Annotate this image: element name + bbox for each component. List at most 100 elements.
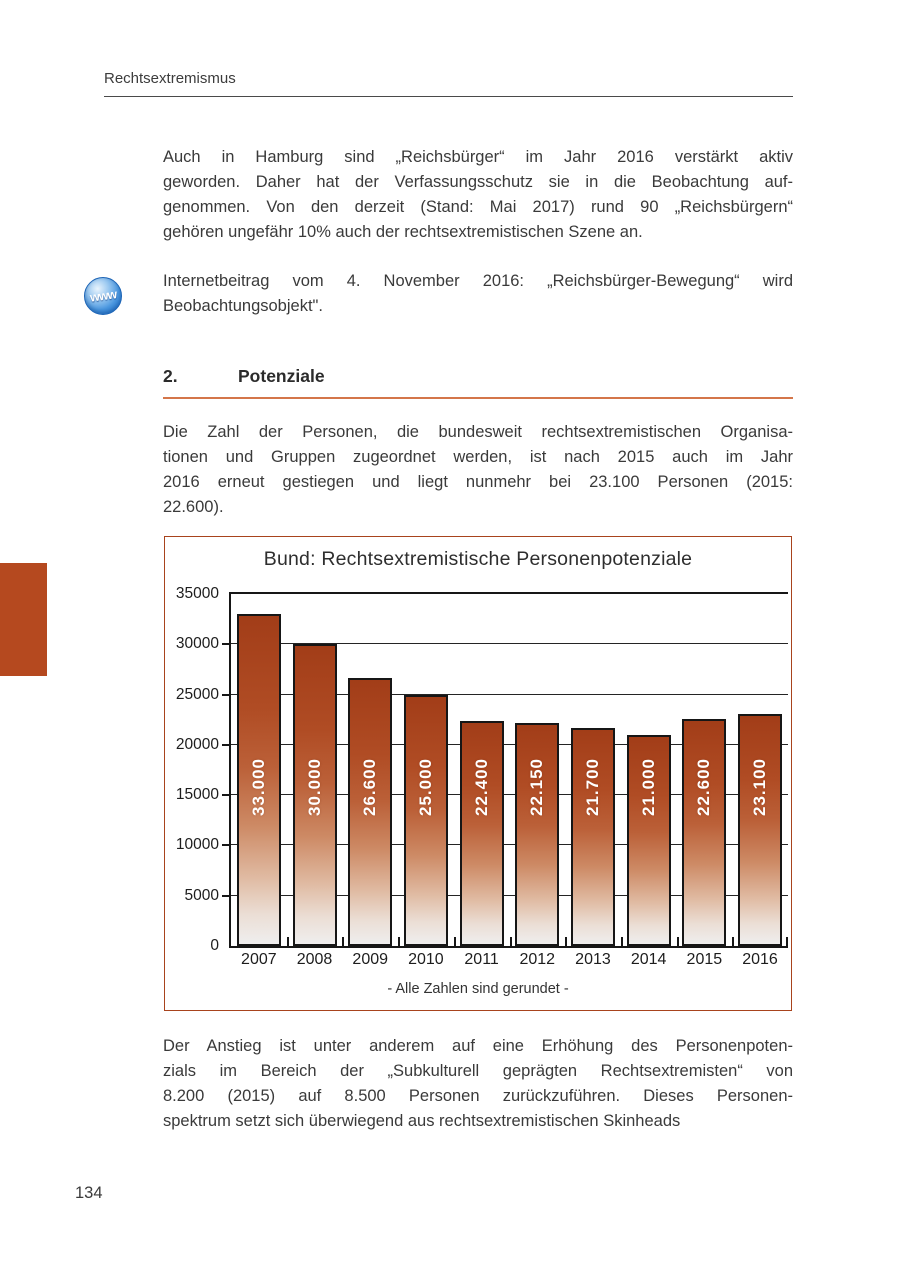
bar-slot-2007: 33.000 (231, 594, 287, 946)
y-axis-label: 5000 (184, 886, 219, 904)
www-icon[interactable]: www (84, 277, 122, 315)
bar-slot-2013: 21.700 (565, 594, 621, 946)
bar-slot-2011: 22.400 (454, 594, 510, 946)
text-line: tionen und Gruppen zugeordnet werden, is… (163, 448, 793, 466)
bar-slot-2012: 22.150 (510, 594, 566, 946)
bar-slot-2009: 26.600 (342, 594, 398, 946)
x-axis-tick (509, 937, 512, 946)
x-axis-tick (565, 937, 568, 946)
x-axis-label: 2013 (575, 951, 611, 968)
x-axis-label: 2011 (464, 951, 499, 968)
x-axis-label: 2015 (686, 951, 723, 968)
y-axis-label: 0 (210, 937, 219, 954)
y-axis-label: 35000 (175, 585, 219, 602)
x-axis-tick (398, 937, 401, 946)
text-line: zials im Bereich der „Subkulturell geprä… (163, 1062, 793, 1080)
bar-value-label: 33.000 (248, 758, 268, 816)
bar-2009 (348, 678, 393, 946)
text-line: Beobachtungsobjekt". (163, 297, 323, 315)
text-line: 8.200 (2015) auf 8.500 Personen zurückzu… (163, 1087, 793, 1105)
y-axis-label: 30000 (175, 635, 219, 653)
y-axis-tick (222, 643, 229, 646)
bar-2015 (682, 718, 727, 946)
x-axis-label: 2016 (742, 951, 778, 968)
bar-2013 (571, 727, 616, 946)
text-line: geworden. Daher hat der Verfassungsschut… (163, 173, 793, 191)
bar-2010 (403, 694, 448, 946)
y-axis-label: 25000 (175, 685, 219, 703)
bar-2011 (459, 720, 504, 946)
section-title: Potenziale (238, 366, 325, 386)
text-line: Auch in Hamburg sind „Reichsbürger“ im J… (163, 148, 793, 166)
y-axis-tick (222, 844, 229, 847)
y-axis-label: 20000 (175, 735, 219, 753)
x-axis-tick (786, 937, 788, 946)
bar-value-label: 22.400 (471, 758, 491, 816)
bar-value-label: 22.150 (527, 758, 547, 816)
bar-2008 (292, 644, 337, 946)
text-line: gehören ungefähr 10% auch der rechtsextr… (163, 223, 643, 241)
bar-value-label: 22.600 (694, 758, 714, 816)
text-line: genommen. Von den derzeit (Stand: Mai 20… (163, 198, 793, 216)
y-axis-label: 15000 (175, 786, 219, 804)
x-axis-label: 2014 (630, 951, 667, 968)
text-line: Die Zahl der Personen, die bundesweit re… (163, 423, 793, 441)
bar-2014 (626, 734, 671, 946)
x-axis-tick (286, 937, 289, 946)
bar-chart-personenpotenziale: Bund: Rechtsextremistische Personenpoten… (164, 536, 792, 1011)
bar-2012 (515, 723, 560, 946)
bar-value-label: 26.600 (360, 758, 380, 816)
bar-slot-2008: 30.000 (287, 594, 343, 946)
running-header: Rechtsextremismus (104, 70, 793, 97)
chart-footnote: - Alle Zahlen sind gerundet - (387, 981, 569, 997)
gridline (231, 844, 788, 846)
bar-value-label: 30.000 (304, 758, 324, 816)
y-axis-tick (222, 794, 229, 797)
paragraph-anstieg: Der Anstieg ist unter anderem auf eine E… (163, 1034, 793, 1134)
text-line: Internetbeitrag vom 4. November 2016: „R… (163, 272, 793, 290)
x-axis-label: 2010 (408, 951, 444, 968)
gridline (231, 643, 788, 645)
x-axis-tick (732, 937, 735, 946)
text-line: spektrum setzt sich überwiegend aus rech… (163, 1112, 681, 1130)
y-axis-tick (222, 693, 229, 696)
x-axis-tick (453, 937, 456, 946)
paragraph-reichsbuerger-hamburg: Auch in Hamburg sind „Reichsbürger“ im J… (163, 145, 793, 245)
chart-title: Bund: Rechtsextremistische Personenpoten… (263, 548, 693, 570)
x-axis-label: 2008 (296, 951, 333, 968)
x-axis-label: 2007 (241, 951, 277, 968)
x-axis-label: 2009 (352, 951, 389, 968)
bar-slot-2016: 23.100 (732, 594, 788, 946)
bar-value-label: 21.000 (638, 758, 658, 816)
x-axis-tick (620, 937, 623, 946)
bar-slot-2014: 21.000 (621, 594, 677, 946)
bar-slot-2010: 25.000 (398, 594, 454, 946)
x-axis-tick (676, 937, 679, 946)
text-line: 2016 erneut gestiegen und liegt nunmehr … (163, 473, 793, 491)
x-axis-tick (342, 937, 345, 946)
paragraph-personenpotenzial: Die Zahl der Personen, die bundesweit re… (163, 420, 793, 520)
gridline (231, 894, 788, 896)
section-heading-potenziale: 2. Potenziale (163, 366, 793, 399)
paragraph-internetbeitrag: Internetbeitrag vom 4. November 2016: „R… (163, 269, 793, 319)
y-axis-tick (222, 743, 229, 746)
gridline (231, 794, 788, 796)
y-axis-label: 10000 (175, 836, 219, 854)
chart-x-axis-labels: 2007 2008 2009 2010 2011 2012 2013 2014 2015 2016 (231, 951, 788, 969)
y-axis-tick (222, 894, 229, 897)
bar-2007 (236, 614, 281, 946)
bar-value-label: 25.000 (415, 758, 435, 816)
chapter-marker-bar (0, 563, 47, 676)
bar-slot-2015: 22.600 (677, 594, 733, 946)
x-axis-label: 2012 (519, 951, 556, 968)
gridline (231, 693, 788, 695)
text-line: Der Anstieg ist unter anderem auf eine E… (163, 1037, 793, 1055)
www-icon-label: www (89, 287, 117, 305)
text-line: 22.600). (163, 498, 224, 516)
section-number: 2. (163, 366, 178, 386)
bar-value-label: 23.100 (750, 758, 770, 816)
bar-value-label: 21.700 (583, 758, 603, 816)
bar-2016 (738, 713, 783, 946)
page-number: 134 (75, 1184, 103, 1202)
